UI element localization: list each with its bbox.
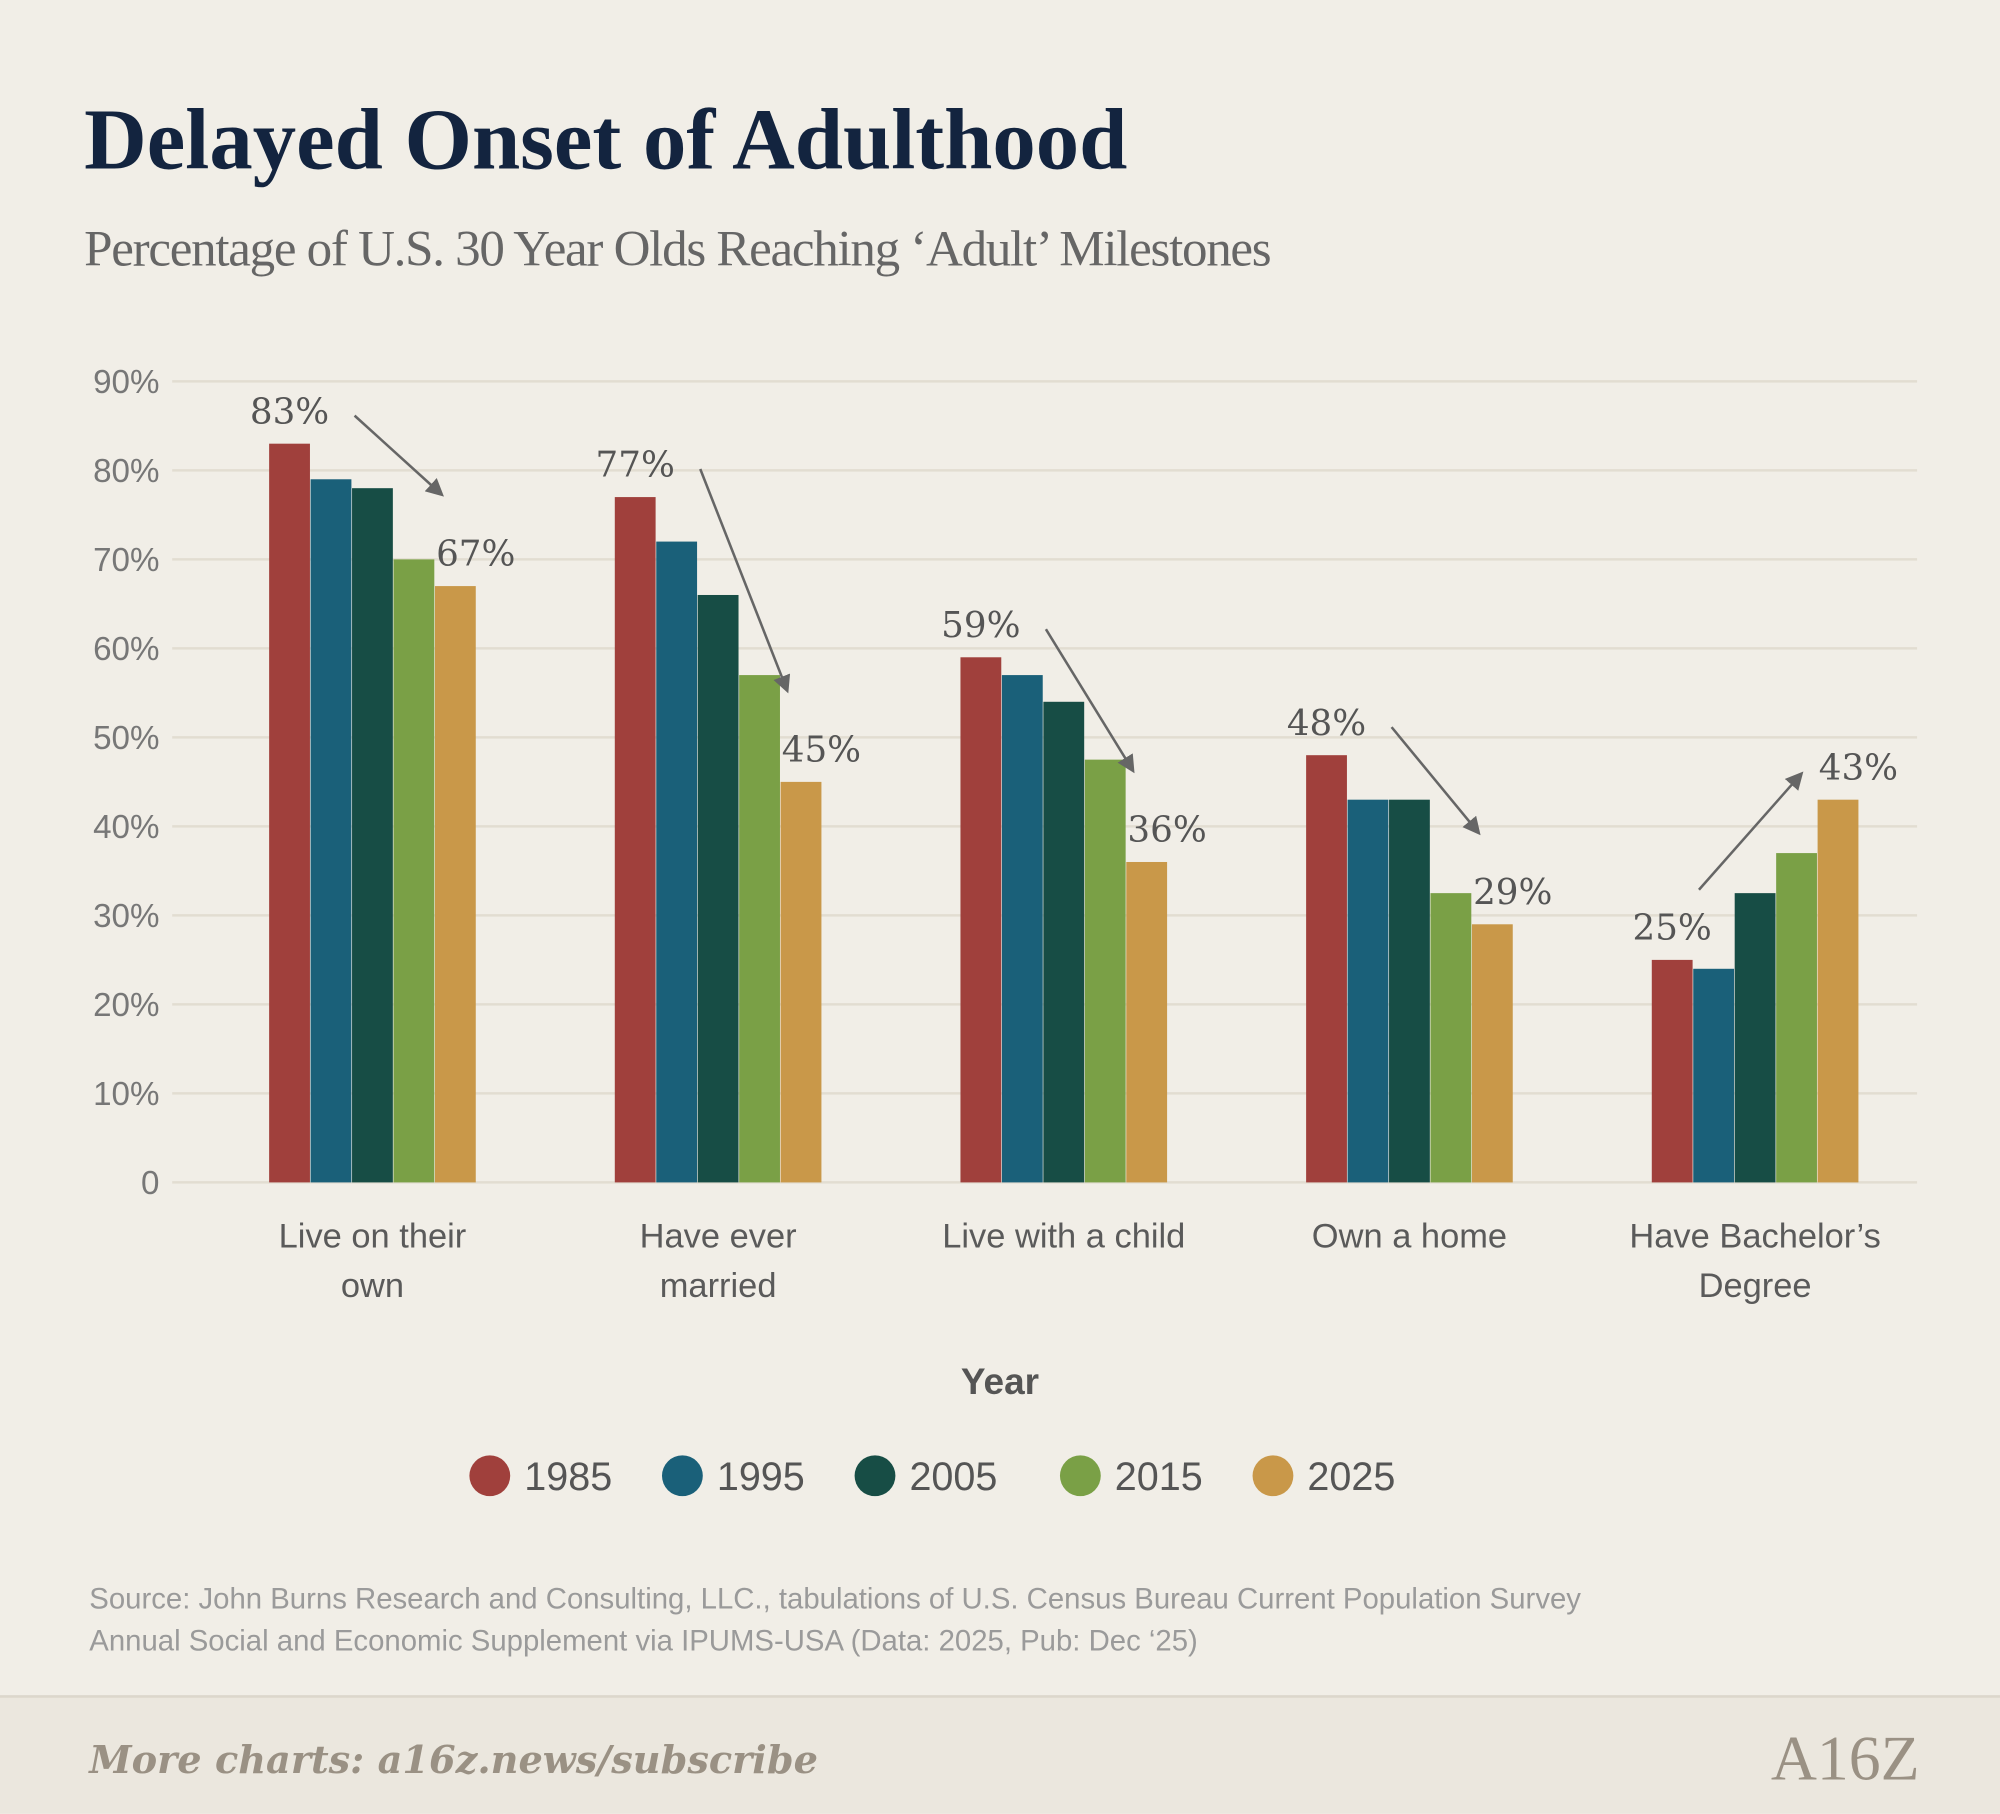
- trend-arrow: [1044, 628, 1135, 774]
- data-label: 43%: [1819, 747, 1898, 788]
- y-tick-label: 80%: [93, 453, 159, 490]
- bar: [1471, 924, 1513, 1183]
- y-tick-label: 20%: [93, 987, 159, 1024]
- bar: [656, 541, 698, 1183]
- bar: [1734, 893, 1776, 1183]
- data-label: 67%: [436, 534, 515, 575]
- legend-label: 2005: [909, 1455, 997, 1499]
- y-tick-label: 60%: [93, 631, 159, 668]
- trend-arrow: [1390, 726, 1481, 836]
- data-label: 36%: [1127, 810, 1206, 851]
- bar: [1126, 861, 1168, 1183]
- bar: [1306, 755, 1347, 1183]
- trend-arrow: [353, 414, 444, 497]
- bar: [1389, 799, 1430, 1183]
- legend-swatch: [469, 1455, 511, 1497]
- bar: [1001, 675, 1043, 1183]
- data-label: 29%: [1473, 872, 1552, 913]
- trend-arrow: [699, 468, 791, 694]
- source-line: Source: John Burns Research and Consulti…: [89, 1582, 1581, 1615]
- x-tick-label: Have Bachelor’s Degree: [1629, 1216, 1881, 1305]
- x-tick-label: Live on their own: [278, 1216, 467, 1305]
- y-tick-label: 40%: [93, 809, 159, 846]
- chart-title: Delayed Onset of Adulthood: [84, 91, 1127, 187]
- data-label: 48%: [1287, 703, 1366, 744]
- bar: [269, 443, 310, 1183]
- bar: [1347, 799, 1389, 1183]
- legend-label: 1995: [717, 1455, 805, 1499]
- bar: [1084, 759, 1126, 1183]
- legend-label: 2025: [1307, 1455, 1395, 1499]
- data-label: 45%: [782, 729, 861, 770]
- bar: [614, 497, 656, 1183]
- x-tick-label: Own a home: [1311, 1216, 1508, 1256]
- bar: [1817, 799, 1859, 1183]
- bar: [310, 479, 352, 1183]
- legend-label: 2015: [1115, 1455, 1203, 1499]
- footer-link: More charts: a16z.news/subscribe: [87, 1738, 818, 1783]
- bar: [780, 781, 822, 1183]
- bar: [1430, 893, 1472, 1183]
- data-label: 25%: [1633, 907, 1712, 948]
- legend-swatch: [854, 1455, 896, 1497]
- bar: [1693, 968, 1735, 1183]
- y-tick-label: 50%: [93, 720, 159, 757]
- bar: [739, 675, 780, 1183]
- bar: [1651, 959, 1693, 1183]
- y-tick-label: 10%: [93, 1076, 159, 1113]
- bar: [434, 586, 476, 1183]
- bar: [1043, 701, 1085, 1183]
- legend-title: Year: [961, 1361, 1039, 1402]
- bar: [1776, 853, 1817, 1183]
- y-tick-label: 30%: [93, 898, 159, 935]
- legend-label: 1985: [524, 1455, 612, 1499]
- x-tick-label: Live with a child: [942, 1216, 1186, 1256]
- data-label: 83%: [250, 391, 329, 432]
- legend-swatch: [1059, 1455, 1101, 1497]
- legend-swatch: [661, 1455, 703, 1497]
- logo: A16Z: [1771, 1722, 1920, 1793]
- y-tick-label: 90%: [93, 364, 159, 401]
- bar: [697, 594, 739, 1183]
- bar: [960, 657, 1002, 1183]
- chart-subtitle: Percentage of U.S. 30 Year Olds Reaching…: [84, 221, 1271, 277]
- bar: [352, 488, 393, 1183]
- data-label: 59%: [941, 605, 1020, 646]
- source-line: Annual Social and Economic Supplement vi…: [89, 1625, 1198, 1658]
- y-tick-label: 70%: [93, 542, 159, 579]
- data-label: 77%: [596, 445, 675, 486]
- x-tick-label: Have ever married: [639, 1216, 797, 1305]
- trend-arrow: [1698, 771, 1804, 891]
- y-tick-label: 0: [141, 1165, 159, 1202]
- footer-band: [0, 1696, 2000, 1814]
- legend-swatch: [1252, 1455, 1294, 1497]
- bar: [393, 559, 435, 1183]
